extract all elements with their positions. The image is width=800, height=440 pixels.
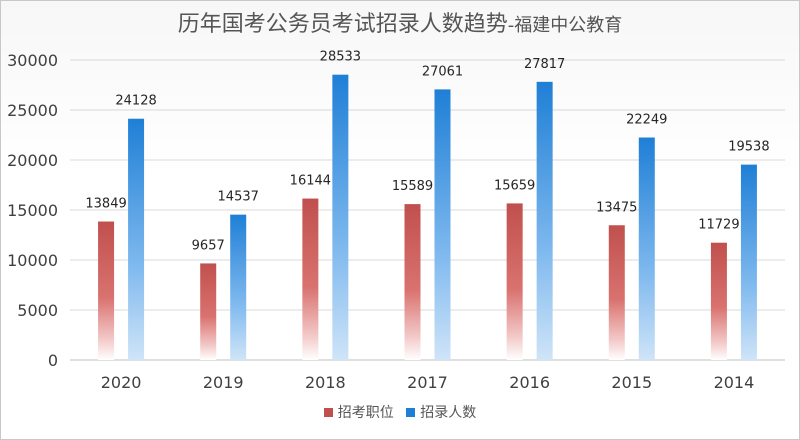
y-tick-label: 10000 <box>7 251 58 270</box>
y-tick-label: 25000 <box>7 101 58 120</box>
x-tick-label: 2015 <box>611 373 652 392</box>
data-label: 14537 <box>218 190 259 205</box>
data-label: 27061 <box>422 64 463 79</box>
bar-recruits <box>230 214 247 360</box>
data-label: 15589 <box>392 179 433 194</box>
data-label: 13475 <box>596 200 637 215</box>
data-label: 16144 <box>290 174 331 189</box>
bar-positions <box>98 221 115 360</box>
data-label: 11729 <box>698 218 739 233</box>
y-tick-label: 15000 <box>7 201 58 220</box>
legend-label-positions: 招考职位 <box>337 405 394 421</box>
data-label: 13849 <box>85 197 126 212</box>
legend-item-recruits: 招录人数 <box>406 402 476 422</box>
x-tick-label: 2019 <box>203 373 244 392</box>
y-tick-label: 0 <box>48 351 58 370</box>
bar-recruits <box>434 89 451 360</box>
y-tick-label: 20000 <box>7 151 58 170</box>
bar-positions <box>200 263 217 360</box>
x-tick-label: 2016 <box>509 373 550 392</box>
data-label: 28533 <box>320 50 361 65</box>
y-tick-label: 5000 <box>17 301 58 320</box>
legend-swatch-positions <box>323 407 333 417</box>
data-label: 27817 <box>524 57 565 72</box>
legend-swatch-recruits <box>406 407 416 417</box>
bar-positions <box>710 242 727 360</box>
chart-title: 历年国考公务员考试招录人数趋势-福建中公教育 <box>0 6 800 38</box>
x-tick-label: 2017 <box>407 373 448 392</box>
chart-legend: 招考职位 招录人数 <box>0 402 800 422</box>
legend-item-positions: 招考职位 <box>323 402 394 422</box>
bar-positions <box>302 198 319 360</box>
bar-positions <box>506 203 523 360</box>
data-label: 9657 <box>192 238 225 253</box>
data-label: 22249 <box>626 113 667 128</box>
bar-positions <box>608 225 625 360</box>
data-label: 19538 <box>728 140 769 155</box>
x-tick-label: 2018 <box>305 373 346 392</box>
legend-label-recruits: 招录人数 <box>420 405 477 421</box>
chart-subtitle: -福建中公教育 <box>507 15 623 36</box>
bar-recruits <box>638 137 655 360</box>
chart-title-main: 历年国考公务员考试招录人数趋势 <box>177 12 508 37</box>
data-label: 15659 <box>494 178 535 193</box>
x-tick-label: 2014 <box>714 373 755 392</box>
bar-recruits <box>332 74 349 361</box>
bar-recruits <box>128 118 145 360</box>
data-label: 24128 <box>115 94 156 109</box>
bar-recruits <box>740 164 757 360</box>
bar-recruits <box>536 81 553 360</box>
x-tick-label: 2020 <box>101 373 142 392</box>
bar-positions <box>404 204 421 360</box>
y-tick-label: 30000 <box>7 51 58 70</box>
